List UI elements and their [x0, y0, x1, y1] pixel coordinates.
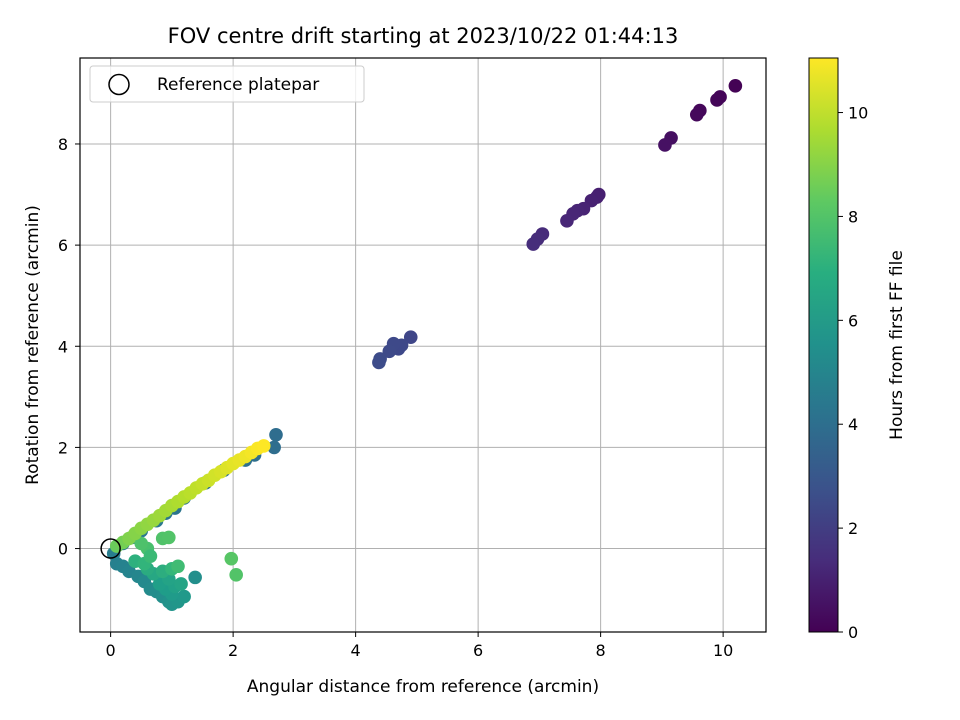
scatter-point: [224, 551, 239, 566]
colorbar-tick-label: 10: [848, 104, 868, 123]
scatter-point: [403, 330, 418, 344]
y-tick-label: 8: [58, 135, 68, 154]
scatter-point: [382, 344, 397, 359]
y-axis-ticks: 0 2 4 6 8: [58, 135, 80, 559]
reference-platepar-marker: [100, 538, 121, 559]
scatter-point: [560, 214, 574, 228]
x-tick-label: 0: [106, 641, 116, 660]
scatter-point: [171, 559, 185, 574]
legend-circle-icon: [108, 73, 130, 96]
plot-frame: [79, 57, 767, 633]
colorbar-tick-label: 4: [848, 415, 858, 434]
colorbar-tick-label: 0: [848, 623, 858, 642]
scatter-point: [269, 427, 283, 442]
legend: Reference platepar: [89, 65, 365, 103]
legend-label: Reference platepar: [157, 75, 319, 95]
scatter-point: [372, 355, 386, 370]
scatter-point: [728, 79, 743, 93]
y-tick-label: 0: [58, 540, 68, 559]
scatter-point: [174, 577, 188, 591]
scatter-point: [162, 530, 176, 545]
scatter-point: [256, 439, 271, 453]
y-axis-label: Rotation from reference (arcmin): [23, 205, 43, 485]
scatter-point: [267, 440, 281, 455]
colorbar-label: Hours from first FF file: [887, 250, 907, 440]
scatter-point: [229, 568, 243, 582]
scatter-point: [710, 93, 724, 107]
scatter-point: [143, 549, 158, 563]
x-tick-label: 2: [228, 641, 238, 660]
colorbar-tick-label: 6: [848, 311, 858, 330]
colorbar-tick-label: 8: [848, 207, 858, 226]
legend-box: [89, 65, 365, 103]
colorbar-gradient: [808, 57, 839, 633]
plot-area: 0 2 4 6 8 10 0 2 4 6 8: [58, 57, 767, 660]
x-axis-ticks: 0 2 4 6 8 10: [106, 632, 733, 660]
reference-marker-layer: [100, 538, 121, 559]
data-points: [106, 79, 743, 611]
y-tick-label: 6: [58, 236, 68, 255]
scatter-point: [177, 589, 191, 604]
scatter-point: [188, 570, 202, 585]
scatter-point: [134, 536, 149, 551]
y-tick-label: 2: [58, 438, 68, 457]
grid-lines: [80, 58, 766, 632]
x-axis-label: Angular distance from reference (arcmin): [247, 677, 599, 697]
x-tick-label: 6: [473, 641, 483, 660]
colorbar-ticks: 0 2 4 6 8 10: [838, 104, 868, 642]
x-tick-label: 4: [351, 641, 361, 660]
scatter-point: [658, 138, 672, 152]
chart-title: FOV centre drift starting at 2023/10/22 …: [168, 24, 679, 48]
x-tick-label: 8: [596, 641, 606, 660]
scatter-point: [526, 237, 541, 251]
y-tick-label: 4: [58, 337, 68, 356]
colorbar: 0 2 4 6 8 10 Hours from first FF file: [808, 57, 907, 642]
scatter-point: [689, 107, 704, 122]
colorbar-tick-label: 2: [848, 519, 858, 538]
x-tick-label: 10: [713, 641, 733, 660]
